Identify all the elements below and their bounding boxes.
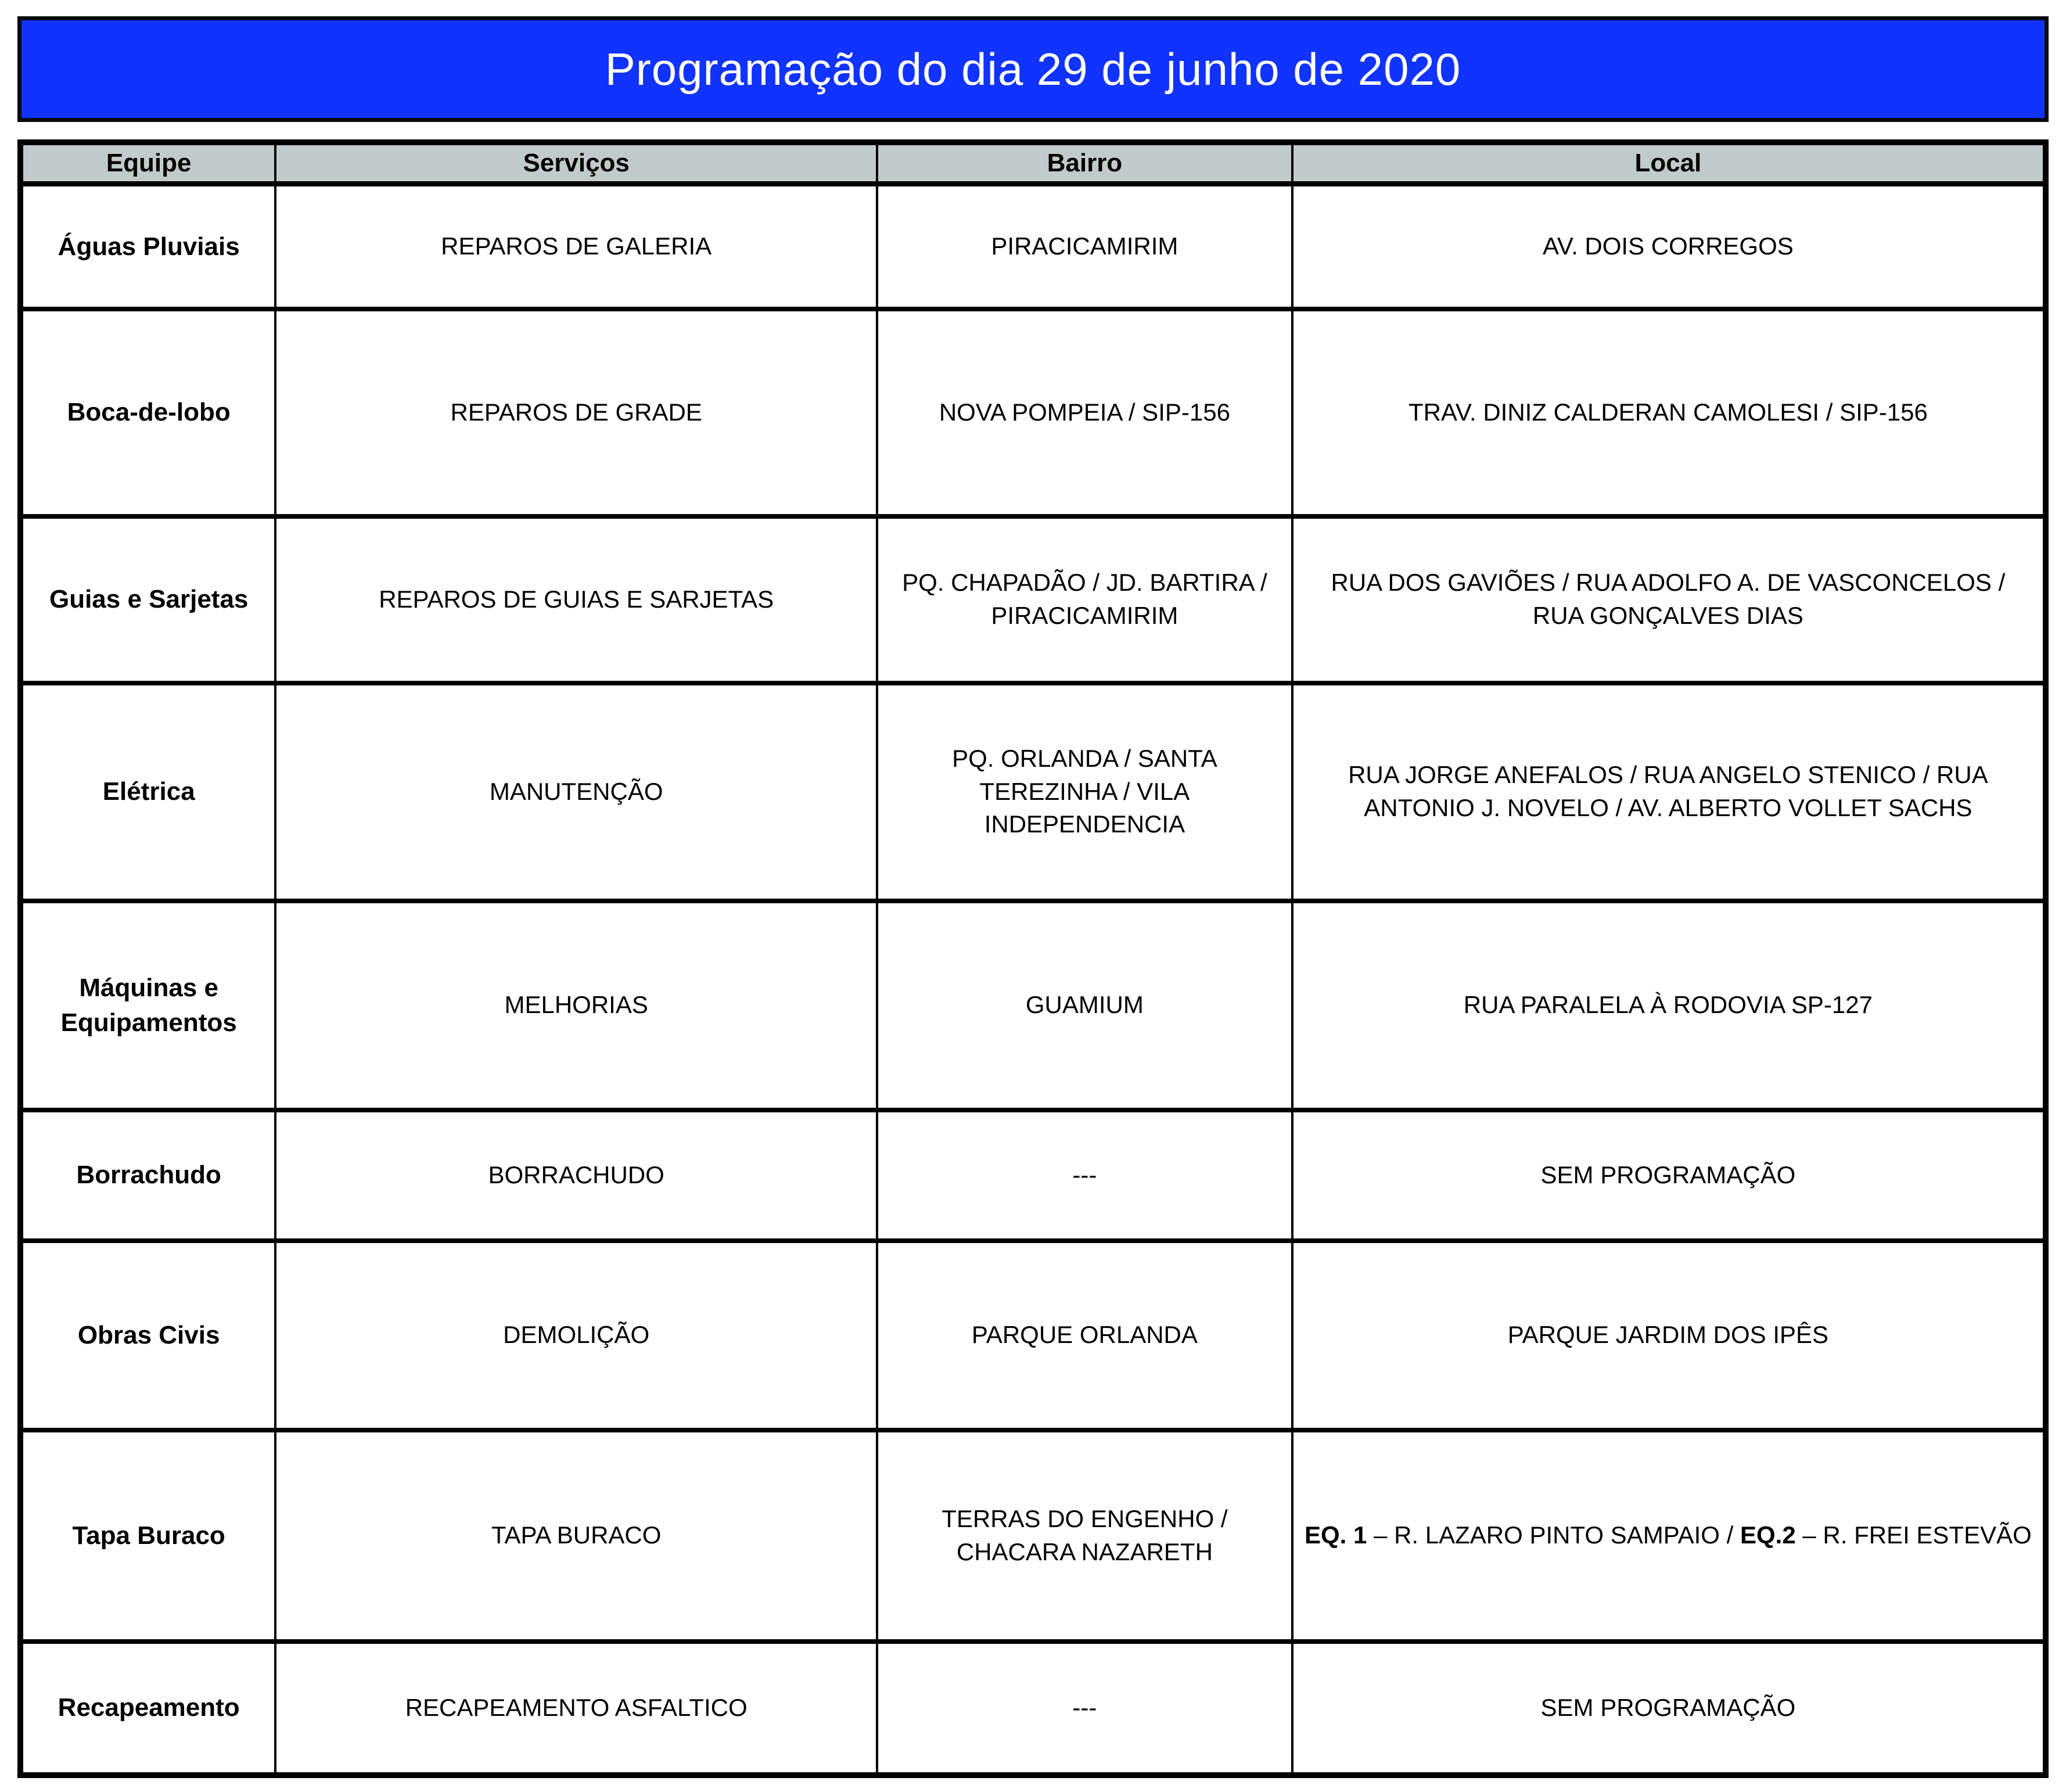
cell-bairro: GUAMIUM (875, 898, 1294, 1112)
cell-equipe: Boca-de-lobo (19, 306, 277, 519)
local-team-label: EQ. 1 (1305, 1521, 1367, 1549)
cell-local: AV. DOIS CORREGOS (1291, 181, 2047, 311)
cell-equipe: Recapeamento (19, 1639, 277, 1777)
cell-bairro: PIRACICAMIRIM (875, 181, 1294, 311)
cell-servicos: MANUTENÇÃO (274, 680, 878, 903)
cell-servicos: RECAPEAMENTO ASFALTICO (274, 1639, 878, 1777)
cell-bairro: TERRAS DO ENGENHO / CHACARA NAZARETH (875, 1427, 1294, 1644)
title-bar: Programação do dia 29 de junho de 2020 (17, 16, 2049, 122)
column-header-local: Local (1291, 140, 2047, 186)
cell-equipe: Máquinas e Equipamentos (19, 898, 277, 1112)
cell-servicos: REPAROS DE GRADE (274, 306, 878, 519)
cell-servicos: BORRACHUDO (274, 1107, 878, 1243)
cell-local: RUA JORGE ANEFALOS / RUA ANGELO STENICO … (1291, 680, 2047, 903)
table-row: Máquinas e Equipamentos MELHORIAS GUAMIUM R… (19, 898, 2047, 1112)
table-row: Tapa Buraco TAPA BURACO TERRAS DO ENGENHO … (19, 1427, 2047, 1644)
cell-bairro: PARQUE ORLANDA (875, 1238, 1294, 1432)
table-row: Borrachudo BORRACHUDO --- SEM PROGRAMAÇÃO (19, 1107, 2047, 1243)
column-header-servicos: Serviços (274, 140, 878, 186)
cell-equipe: Águas Pluviais (19, 181, 277, 311)
cell-equipe: Elétrica (19, 680, 277, 903)
table-row: Guias e Sarjetas REPAROS DE GUIAS E SARJE… (19, 513, 2047, 685)
header-row: Equipe Serviços Bairro Local (19, 140, 2047, 186)
table-row: Recapeamento RECAPEAMENTO ASFALTICO --- SEM… (19, 1639, 2047, 1777)
local-text: – R. LAZARO PINTO SAMPAIO / (1367, 1521, 1740, 1549)
table-row: Águas Pluviais REPAROS DE GALERIA PIRACICA… (19, 181, 2047, 311)
cell-local: RUA DOS GAVIÕES / RUA ADOLFO A. DE VASCO… (1291, 513, 2047, 685)
cell-local: PARQUE JARDIM DOS IPÊS (1291, 1238, 2047, 1432)
local-text: – R. FREI ESTEVÃO (1795, 1521, 2032, 1549)
table-row: Obras Civis DEMOLIÇÃO PARQUE ORLANDA PARQUE… (19, 1238, 2047, 1432)
cell-local: EQ. 1 – R. LAZARO PINTO SAMPAIO / EQ.2 –… (1291, 1427, 2047, 1644)
schedule-table: Equipe Serviços Bairro Local Águas Pluvi… (17, 139, 2049, 1778)
cell-servicos: DEMOLIÇÃO (274, 1238, 878, 1432)
cell-bairro: --- (875, 1107, 1294, 1243)
cell-servicos: MELHORIAS (274, 898, 878, 1112)
cell-equipe: Obras Civis (19, 1238, 277, 1432)
cell-local: TRAV. DINIZ CALDERAN CAMOLESI / SIP-156 (1291, 306, 2047, 519)
cell-local: RUA PARALELA À RODOVIA SP-127 (1291, 898, 2047, 1112)
cell-servicos: TAPA BURACO (274, 1427, 878, 1644)
cell-bairro: PQ. CHAPADÃO / JD. BARTIRA / PIRACICAMIR… (875, 513, 1294, 685)
cell-equipe: Guias e Sarjetas (19, 513, 277, 685)
cell-bairro: --- (875, 1639, 1294, 1777)
table-row: Boca-de-lobo REPAROS DE GRADE NOVA POMPEIA… (19, 306, 2047, 519)
local-team-label: EQ.2 (1740, 1521, 1796, 1549)
cell-equipe: Tapa Buraco (19, 1427, 277, 1644)
page-title: Programação do dia 29 de junho de 2020 (605, 43, 1461, 95)
cell-local: SEM PROGRAMAÇÃO (1291, 1107, 2047, 1243)
table-body: Águas Pluviais REPAROS DE GALERIA PIRACICA… (19, 181, 2047, 1777)
cell-equipe: Borrachudo (19, 1107, 277, 1243)
cell-servicos: REPAROS DE GALERIA (274, 181, 878, 311)
table-row: Elétrica MANUTENÇÃO PQ. ORLANDA / SANTA TE… (19, 680, 2047, 903)
cell-bairro: NOVA POMPEIA / SIP-156 (875, 306, 1294, 519)
column-header-bairro: Bairro (875, 140, 1294, 186)
cell-bairro: PQ. ORLANDA / SANTA TEREZINHA / VILA IND… (875, 680, 1294, 903)
column-header-equipe: Equipe (19, 140, 277, 186)
cell-servicos: REPAROS DE GUIAS E SARJETAS (274, 513, 878, 685)
cell-local: SEM PROGRAMAÇÃO (1291, 1639, 2047, 1777)
